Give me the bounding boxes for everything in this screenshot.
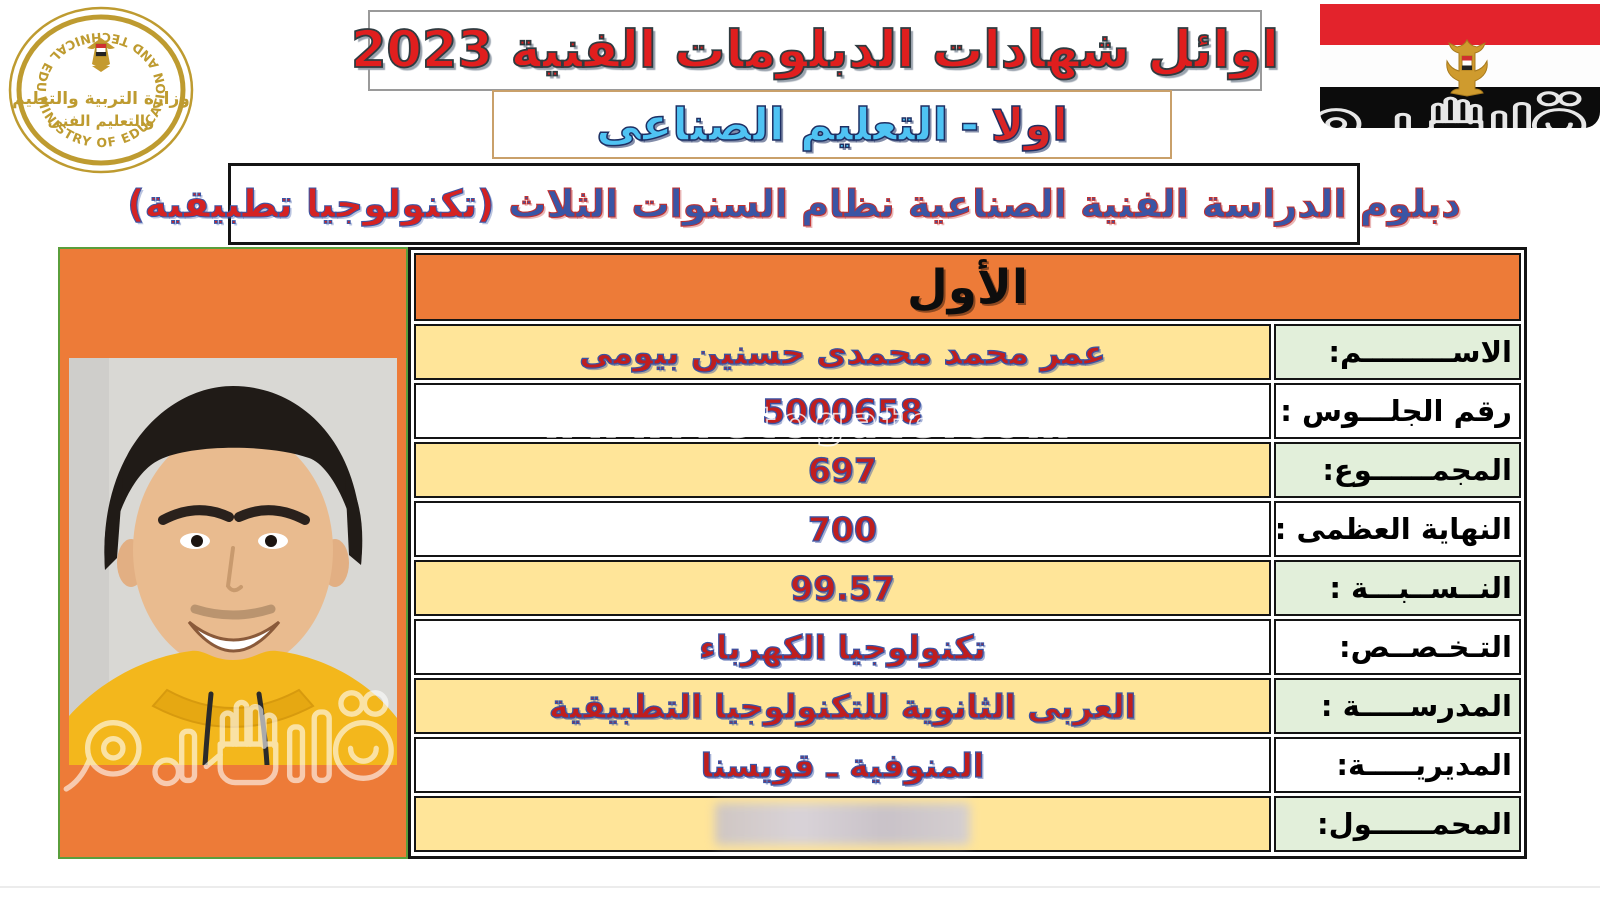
banner-text: دبلوم الدراسة الفنية الصناعية نظام السنو… — [508, 181, 1462, 226]
specialization-value: تكنولوجيا الكهرباء — [698, 627, 986, 667]
directorate-value: المنوفية ـ قويسنا — [700, 745, 985, 785]
mobile-label-cell: المحمــــــول: — [1274, 796, 1521, 852]
directorate-value-cell: المنوفية ـ قويسنا — [414, 737, 1271, 793]
percentage-value-cell: 99.57 — [414, 560, 1271, 616]
directorate-label-cell: المديريـــــة: — [1274, 737, 1521, 793]
name-label-cell: الاســـــــــم: — [1274, 324, 1521, 380]
school-value-cell: العربى الثانوية للتكنولوجيا التطبيقية — [414, 678, 1271, 734]
directorate-label: المديريـــــة: — [1336, 748, 1512, 782]
school-label: المدرســـــة : — [1320, 689, 1512, 723]
total-value-cell: 697 — [414, 442, 1271, 498]
specialization-label-cell: التـخـصــص: — [1274, 619, 1521, 675]
school-value: العربى الثانوية للتكنولوجيا التطبيقية — [548, 686, 1137, 726]
seat-number-value-cell: 5000658 — [414, 383, 1271, 439]
table-row-mobile: المحمــــــول: — [414, 796, 1521, 852]
percentage-label: النــســبـــة : — [1329, 571, 1512, 605]
max-score-value: 700 — [807, 509, 877, 549]
eagle-of-saladin-icon — [1446, 38, 1488, 97]
photo-panel — [58, 247, 408, 859]
hand-logo-watermark — [62, 629, 404, 857]
diploma-banner: دبلوم الدراسة الفنية الصناعية نظام السنو… — [127, 163, 1461, 245]
subtitle-text: التعليم الصناعى — [595, 97, 949, 152]
max-score-label-cell: النهاية العظمى : — [1274, 501, 1521, 557]
rank-title: الأول — [906, 259, 1029, 315]
subtitle-dash: - — [959, 97, 979, 152]
subtitle-box: اولا - التعليم الصناعى — [492, 90, 1172, 159]
total-label: المجمــــــوع: — [1322, 453, 1512, 487]
table-row-total: 697 المجمــــــوع: — [414, 442, 1521, 498]
specialization-label: التـخـصــص: — [1339, 630, 1512, 664]
table-row-max-score: 700 النهاية العظمى : — [414, 501, 1521, 557]
student-photo — [69, 358, 397, 765]
seat-number-value: 5000658 — [761, 391, 923, 431]
table-row-seat-number: 5000658 رقم الجلـــوس : — [414, 383, 1521, 439]
specialization-value-cell: تكنولوجيا الكهرباء — [414, 619, 1271, 675]
page-title: اوائل شهادات الدبلومات الفنية 2023 — [350, 20, 1280, 81]
mobile-label: المحمــــــول: — [1316, 807, 1512, 841]
seat-number-label: رقم الجلـــوس : — [1280, 394, 1512, 428]
max-score-value-cell: 700 — [414, 501, 1271, 557]
table-row-name: عمر محمد محمدى حسنين بيومى الاســـــــــ… — [414, 324, 1521, 380]
total-value: 697 — [807, 450, 877, 490]
school-label-cell: المدرســـــة : — [1274, 678, 1521, 734]
subtitle-first-word: اولا — [990, 97, 1068, 152]
max-score-label: النهاية العظمى : — [1274, 512, 1512, 546]
percentage-value: 99.57 — [790, 568, 896, 608]
seal-arabic-line1: وزارة التربية والتعليم — [12, 89, 190, 109]
name-value: عمر محمد محمدى حسنين بيومى — [579, 332, 1107, 372]
seat-number-label-cell: رقم الجلـــوس : — [1274, 383, 1521, 439]
mobile-value-cell — [414, 796, 1271, 852]
page-bottom-divider — [0, 886, 1600, 888]
percentage-label-cell: النــســبـــة : — [1274, 560, 1521, 616]
hand-logo-watermark — [1288, 84, 1600, 154]
flag-red-stripe — [1320, 4, 1600, 45]
result-table: الأول عمر محمد محمدى حسنين بيومى الاســـ… — [408, 247, 1527, 859]
table-row-school: العربى الثانوية للتكنولوجيا التطبيقية ال… — [414, 678, 1521, 734]
table-row-percentage: 99.57 النــســبـــة : — [414, 560, 1521, 616]
banner-parenthetical: (تكنولوجيا تطبيقية) — [127, 181, 495, 226]
name-value-cell: عمر محمد محمدى حسنين بيومى — [414, 324, 1271, 380]
table-row-specialization: تكنولوجيا الكهرباء التـخـصــص: — [414, 619, 1521, 675]
seal-eagle-icon — [87, 38, 115, 72]
seal-arabic-line2: والتعليم الفنى — [48, 112, 155, 130]
mobile-number-redacted — [715, 803, 970, 845]
ministry-seal-icon: MINISTRY OF EDUCATION AND TECHNICAL EDUC… — [6, 4, 194, 174]
name-label: الاســـــــــم: — [1328, 335, 1512, 369]
rank-header: الأول — [414, 253, 1521, 321]
table-row-directorate: المنوفية ـ قويسنا المديريـــــة: — [414, 737, 1521, 793]
main-title-box: اوائل شهادات الدبلومات الفنية 2023 — [350, 10, 1280, 91]
total-label-cell: المجمــــــوع: — [1274, 442, 1521, 498]
